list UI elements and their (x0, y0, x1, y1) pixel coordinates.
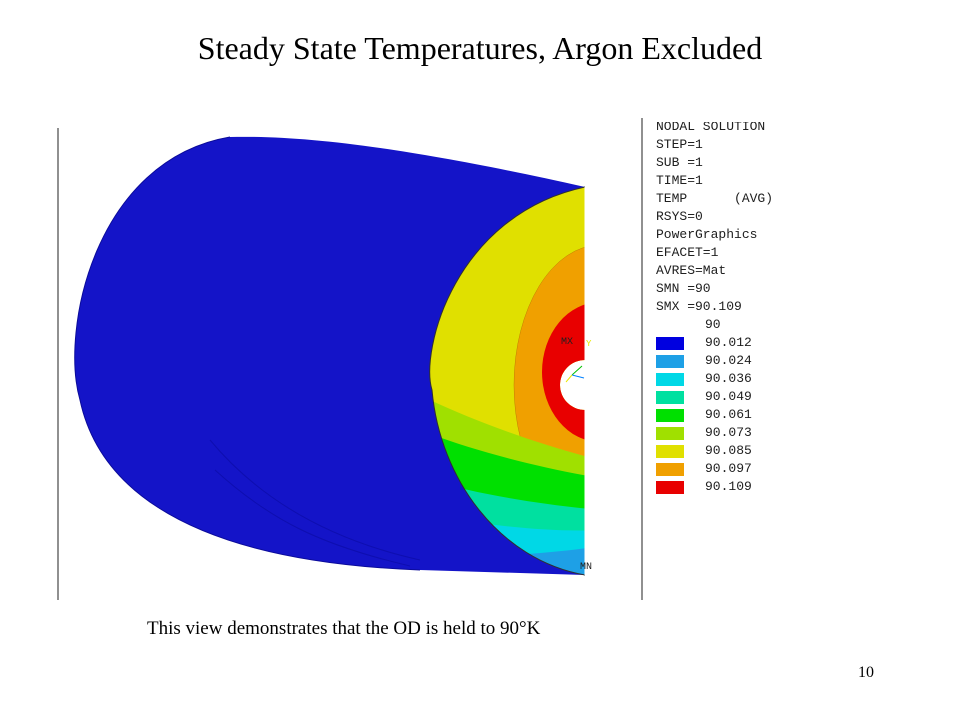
max-marker: MX (561, 337, 573, 348)
legend-header-line: RSYS=0 (656, 209, 703, 224)
legend-value: 90.036 (705, 371, 752, 386)
legend-value: 90.012 (705, 335, 752, 350)
legend-level: 90.085 (656, 442, 773, 460)
mesh-line (214, 469, 411, 567)
legend-level: 90.024 (656, 352, 773, 370)
legend-level: 90.073 (656, 424, 773, 442)
axis-triad-icon: Y (565, 339, 592, 383)
legend-value: 90.061 (705, 407, 752, 422)
legend-level: 90.109 (656, 478, 773, 496)
legend-value: 90.049 (705, 389, 752, 404)
legend-level: 90 (656, 316, 773, 334)
page-number: 10 (858, 664, 874, 681)
legend-header-line: TEMP (AVG) (656, 191, 774, 206)
legend-swatch (656, 391, 684, 404)
legend-header-line: SMX =90.109 (656, 299, 742, 314)
legend-value: 90.097 (705, 461, 752, 476)
legend-value: 90 (705, 317, 721, 332)
legend-level: 90.097 (656, 460, 773, 478)
legend-swatch (656, 463, 684, 476)
legend-level: 90.036 (656, 370, 773, 388)
legend-value: 90.073 (705, 425, 752, 440)
legend-swatch (656, 337, 684, 350)
legend-value: 90.109 (705, 479, 752, 494)
legend-swatch (656, 445, 684, 458)
cylinder-outer-edge (74, 136, 421, 571)
legend-swatch (656, 373, 684, 386)
legend-swatch (656, 427, 684, 440)
cylinder-body (74, 136, 586, 576)
legend-level: 90.012 (656, 334, 773, 352)
legend-swatch (656, 355, 684, 368)
slide-caption: This view demonstrates that the OD is he… (147, 618, 541, 639)
legend-header-line: PowerGraphics (656, 227, 758, 242)
legend-header-line: TIME=1 (656, 173, 703, 188)
svg-text:Y: Y (586, 339, 592, 349)
legend-header-line: NODAL SOLUTION (656, 122, 766, 134)
legend-header-line: SUB =1 (656, 155, 703, 170)
legend-value: 90.085 (705, 443, 752, 458)
nodal-solution-legend: NODAL SOLUTION STEP=1 SUB =1 TIME=1 TEMP (AV… (656, 122, 773, 496)
slide-title: Steady State Temperatures, Argon Exclude… (197, 30, 763, 66)
legend-value: 90.024 (705, 353, 752, 368)
min-marker: MN (580, 562, 592, 573)
mesh-line (209, 439, 421, 561)
legend-level: 90.061 (656, 406, 773, 424)
legend-header-line: SMN =90 (656, 281, 711, 296)
legend-level: 90.049 (656, 388, 773, 406)
legend-swatch (656, 409, 684, 422)
legend-swatch (656, 481, 684, 494)
endcap-edge (429, 186, 586, 576)
legend-header-line: STEP=1 (656, 137, 703, 152)
legend-header-line: EFACET=1 (656, 245, 719, 260)
legend-header-line: AVRES=Mat (656, 263, 727, 278)
